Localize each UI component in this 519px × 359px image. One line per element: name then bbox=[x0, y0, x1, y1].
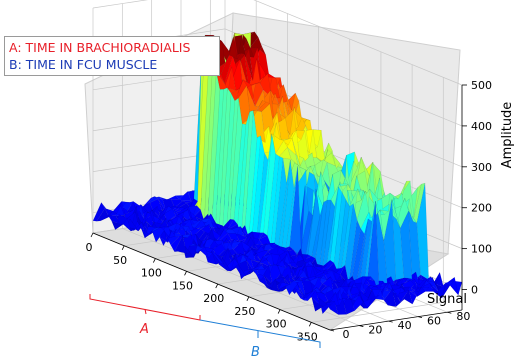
y-tick-label-40: 40 bbox=[398, 319, 412, 332]
surface-cell bbox=[92, 202, 106, 222]
z-tick-label-400: 400 bbox=[471, 120, 492, 133]
legend-entry-b: B: TIME IN FCU MUSCLE bbox=[9, 57, 158, 72]
x-tick-mark-100 bbox=[153, 258, 156, 263]
surface-cell bbox=[189, 243, 202, 248]
x-tick-label-350: 350 bbox=[297, 330, 318, 343]
y-axis-line bbox=[329, 309, 463, 331]
x-tick-label-250: 250 bbox=[234, 305, 255, 318]
surface-cell bbox=[392, 288, 405, 307]
surface-cell bbox=[277, 282, 291, 291]
grid-line-x-350 bbox=[311, 77, 444, 323]
x-tick-label-300: 300 bbox=[266, 318, 287, 331]
surface-cell bbox=[126, 218, 139, 232]
surface-cell bbox=[301, 260, 315, 267]
surface-cell bbox=[230, 79, 244, 102]
x-tick-mark-0 bbox=[90, 232, 94, 238]
region-a-label: A bbox=[139, 322, 149, 337]
x-tick-label-100: 100 bbox=[141, 267, 162, 280]
surface-cell bbox=[159, 230, 172, 246]
x-tick-label-0: 0 bbox=[86, 241, 93, 254]
z-tick-label-100: 100 bbox=[471, 243, 492, 256]
surface-mesh bbox=[92, 31, 463, 315]
y-tick-label-0: 0 bbox=[343, 328, 350, 341]
x-tick-label-200: 200 bbox=[203, 292, 224, 305]
z-axis-label: Amplitude bbox=[500, 102, 515, 169]
y-axis-label: Signal bbox=[427, 292, 467, 307]
region-b-bracket bbox=[199, 319, 321, 348]
surface-cell bbox=[295, 270, 308, 281]
z-tick-label-200: 200 bbox=[471, 202, 492, 215]
grid-line-y-20 bbox=[121, 3, 360, 326]
y-tick-label-60: 60 bbox=[427, 315, 441, 328]
surface-cell bbox=[166, 236, 180, 246]
region-b-label: B bbox=[251, 345, 260, 359]
surface-cell bbox=[211, 251, 224, 265]
region-a-tick bbox=[144, 308, 147, 315]
z-tick-label-500: 500 bbox=[471, 79, 492, 92]
z-tick-label-300: 300 bbox=[471, 161, 492, 174]
legend-entry-a: A: TIME IN BRACHIORADIALIS bbox=[9, 40, 191, 55]
x-tick-mark-50 bbox=[121, 245, 125, 250]
z-tick-label-0: 0 bbox=[471, 284, 478, 297]
grid-line-z-500 bbox=[92, 0, 463, 86]
x-tick-mark-200 bbox=[215, 283, 219, 289]
y-tick-label-80: 80 bbox=[456, 310, 470, 323]
surface-cell bbox=[111, 220, 125, 230]
x-tick-mark-150 bbox=[184, 271, 187, 276]
surface-cell bbox=[408, 210, 421, 285]
y-tick-label-20: 20 bbox=[368, 324, 382, 337]
surface-cell bbox=[197, 224, 210, 230]
legend: A: TIME IN BRACHIORADIALIS B: TIME IN FC… bbox=[4, 36, 220, 76]
surface-cell bbox=[400, 197, 414, 222]
x-tick-mark-300 bbox=[277, 309, 281, 314]
surface-cell bbox=[342, 298, 355, 315]
surface-cell bbox=[175, 191, 188, 200]
region-a-bracket bbox=[89, 294, 201, 321]
x-tick-mark-350 bbox=[308, 322, 312, 327]
x-axis-line bbox=[92, 232, 331, 331]
x-tick-mark-250 bbox=[246, 296, 250, 301]
surface-cell bbox=[311, 296, 324, 312]
surface-cell bbox=[152, 227, 165, 243]
x-tick-label-150: 150 bbox=[172, 279, 193, 292]
x-tick-label-50: 50 bbox=[113, 254, 127, 267]
